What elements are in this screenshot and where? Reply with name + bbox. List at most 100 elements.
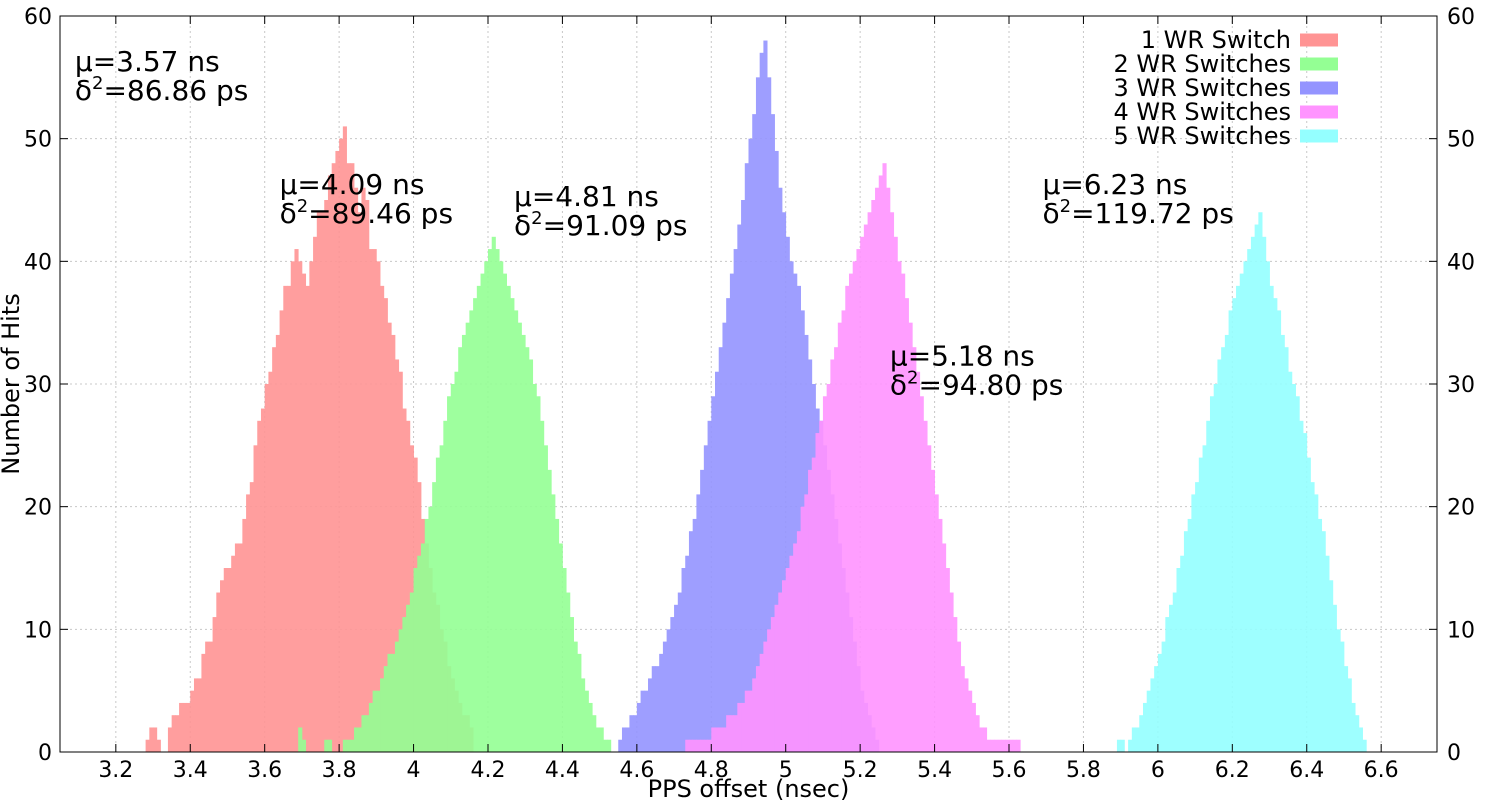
- histogram-bar: [398, 629, 403, 752]
- histogram-bar: [1183, 531, 1189, 752]
- histogram-bar: [290, 261, 295, 752]
- x-tick-label: 6: [1151, 758, 1165, 783]
- histogram-bar: [830, 359, 835, 752]
- histogram-bar: [1180, 555, 1185, 752]
- histogram-bar: [324, 739, 329, 752]
- histogram-bar: [722, 727, 727, 752]
- histogram-bar: [1303, 433, 1308, 752]
- histogram-bar: [1001, 739, 1006, 752]
- histogram-bar: [889, 212, 895, 752]
- histogram-bar: [979, 727, 984, 752]
- histogram-bar: [167, 727, 173, 752]
- histogram-bar: [819, 420, 824, 752]
- histogram-bar: [242, 518, 247, 752]
- histogram-bar: [841, 310, 846, 752]
- y-tick-label: 60: [24, 5, 52, 30]
- histogram-bar: [577, 653, 582, 752]
- histogram-bar: [171, 715, 176, 752]
- mean-label: μ=4.81 ns: [514, 180, 659, 213]
- histogram-bar: [1198, 457, 1203, 752]
- legend-item: 5 WR Switches: [1113, 122, 1338, 150]
- histogram-bar: [383, 298, 388, 752]
- y2-tick-label: 30: [1447, 373, 1475, 398]
- histogram-bar: [216, 592, 221, 752]
- histogram-bar: [711, 396, 716, 752]
- histogram-bar: [268, 371, 273, 752]
- histogram-bar: [394, 641, 400, 752]
- histogram-bar: [718, 347, 723, 752]
- histogram-bar: [1291, 384, 1296, 752]
- histogram-bar: [1150, 678, 1155, 752]
- histogram-bar: [372, 249, 377, 753]
- histogram-bar: [223, 568, 228, 752]
- histogram-bar: [1191, 494, 1196, 752]
- histogram-bar: [417, 555, 422, 752]
- histogram-bar: [1224, 334, 1229, 752]
- legend-swatch: [1300, 129, 1338, 143]
- variance-label: δ2=86.86 ps: [75, 73, 248, 107]
- histogram-bar: [808, 469, 813, 752]
- histogram-bar: [569, 617, 574, 752]
- histogram-bar: [759, 653, 764, 752]
- histogram-bar: [707, 739, 712, 752]
- histogram-bar: [804, 494, 809, 752]
- histogram-bar: [767, 77, 772, 753]
- x-tick-label: 3.4: [173, 758, 208, 783]
- histogram-bar: [339, 138, 344, 752]
- histogram-bar: [376, 261, 381, 752]
- histogram-bar: [234, 543, 240, 752]
- histogram-bar: [1157, 653, 1162, 752]
- histogram-bar: [301, 739, 307, 752]
- histogram-bar: [287, 285, 292, 752]
- histogram-bar: [834, 347, 839, 752]
- histogram-bar: [1016, 739, 1021, 752]
- legend-label: 1 WR Switch: [1141, 26, 1291, 54]
- histogram-bar: [480, 273, 485, 752]
- histogram-bar: [1139, 715, 1144, 752]
- histogram-bar: [1221, 347, 1226, 752]
- histogram-bar: [778, 592, 783, 752]
- histogram-bar: [897, 261, 902, 752]
- histogram-bar: [618, 739, 623, 752]
- histogram-bar: [1336, 629, 1341, 752]
- histogram-bar: [476, 285, 481, 752]
- histogram-bar: [949, 592, 954, 752]
- histogram-bar: [406, 604, 411, 752]
- histogram-bar: [994, 739, 999, 752]
- histogram-bar: [1169, 604, 1174, 752]
- histogram-bar: [387, 322, 392, 752]
- histogram-bar: [975, 715, 980, 752]
- histogram-bar: [644, 690, 649, 752]
- histogram-bar: [666, 629, 671, 752]
- histogram-bar: [272, 347, 277, 752]
- histogram-bar: [1009, 739, 1014, 752]
- histogram-bar: [662, 641, 668, 752]
- histogram-bar: [450, 384, 455, 752]
- histogram-bar: [1258, 212, 1263, 752]
- histogram-bar: [748, 138, 753, 752]
- x-tick-label: 5: [779, 758, 793, 783]
- histogram-bar: [1276, 310, 1282, 752]
- y2-tick-label: 60: [1447, 5, 1475, 30]
- histogram-bar: [1206, 420, 1211, 752]
- histogram-bar: [986, 739, 991, 752]
- histogram-bar: [688, 739, 694, 752]
- histogram-bar: [298, 727, 303, 752]
- histogram-bar: [953, 617, 958, 752]
- histogram-bar: [294, 249, 299, 753]
- histogram-bar: [733, 715, 738, 752]
- histogram-bar: [324, 200, 329, 752]
- histogram-bar: [752, 678, 757, 752]
- histogram-bar: [193, 678, 199, 752]
- histogram-bar: [848, 273, 854, 752]
- histogram-bar: [726, 298, 731, 752]
- x-tick-label: 6.4: [1289, 758, 1324, 783]
- histogram-bar: [149, 727, 154, 752]
- histogram-bar: [715, 727, 720, 752]
- histogram-bar: [454, 371, 459, 752]
- histogram-bar: [815, 433, 820, 752]
- histogram-bar: [1325, 555, 1330, 752]
- histogram-bar: [357, 727, 362, 752]
